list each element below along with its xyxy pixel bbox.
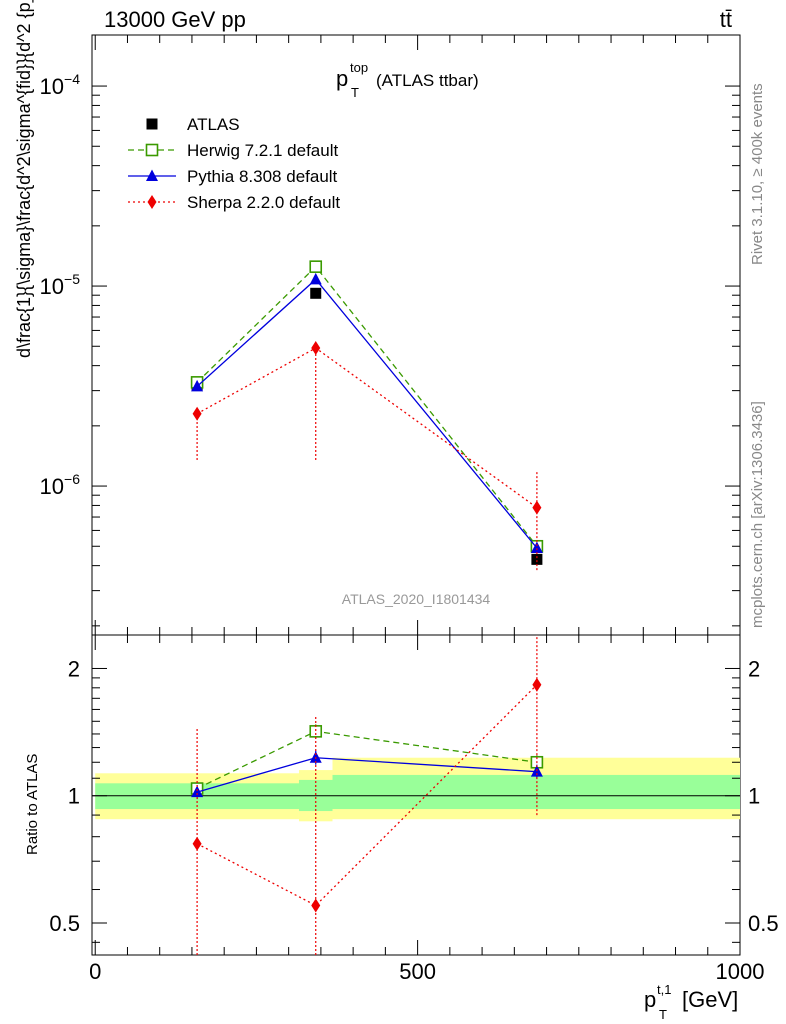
ratio-point-0 <box>309 725 323 738</box>
legend-label-herwig: Herwig 7.2.1 default <box>187 141 338 160</box>
plot-title: p top T (ATLAS ttbar) <box>336 60 479 100</box>
legend-label-pythia: Pythia 8.308 default <box>187 167 338 186</box>
ratio-point-1 <box>309 751 322 763</box>
x-axis-label: p t,1 T [GeV] <box>644 982 738 1022</box>
mcplots-label: mcplots.cern.ch [arXiv:1306.3436] <box>749 401 766 628</box>
main-series-line-1 <box>196 265 538 547</box>
svg-text:[GeV]: [GeV] <box>682 987 738 1012</box>
main-series-line-3 <box>196 347 538 509</box>
legend-marker-0 <box>146 118 158 130</box>
main-y-label: d\frac{1}{\sigma}\frac{d^2\sigma^{fid}}{… <box>14 0 35 358</box>
svg-text:(ATLAS ttbar): (ATLAS ttbar) <box>376 71 479 90</box>
svg-text:top: top <box>350 60 368 75</box>
svg-text:p: p <box>644 987 656 1012</box>
ratio-point-2 <box>311 898 321 913</box>
main-point-2 <box>191 379 204 392</box>
header-right: tt̄ <box>720 7 732 32</box>
ratio-y-tick-label-right: 0.5 <box>748 911 779 936</box>
main-y-tick-label: 10−6 <box>40 471 81 499</box>
main-point-2 <box>530 541 543 554</box>
chart-marks: 10−4 10−5 10−6 2 2 1 1 0.5 0.5 0 500 1000 <box>40 35 779 984</box>
main-series-line-2 <box>196 278 538 549</box>
main-point-3 <box>532 500 542 515</box>
ratio-y-label: Ratio to ATLAS <box>24 754 41 855</box>
legend-label-atlas: ATLAS <box>187 115 240 134</box>
ratio-point-2 <box>192 836 202 851</box>
x-tick-label: 1000 <box>716 959 765 984</box>
svg-text:t,1: t,1 <box>657 982 671 997</box>
main-point-2 <box>309 272 322 285</box>
x-tick-label: 0 <box>89 959 101 984</box>
header-left: 13000 GeV pp <box>104 7 246 32</box>
main-point-0 <box>531 553 543 565</box>
legend-marker-1 <box>145 143 159 157</box>
main-y-tick-label: 10−4 <box>40 71 81 99</box>
svg-text:p: p <box>336 66 348 91</box>
ratio-band-inner-2 <box>332 774 740 810</box>
ratio-y-tick-label: 0.5 <box>49 911 80 936</box>
analysis-watermark: ATLAS_2020_I1801434 <box>342 591 491 607</box>
svg-text:T: T <box>659 1007 667 1022</box>
main-point-3 <box>192 406 202 421</box>
x-tick-label: 500 <box>399 959 436 984</box>
ratio-y-tick-label: 2 <box>68 656 80 681</box>
legend: ATLAS Herwig 7.2.1 default Pythia 8.308 … <box>187 115 340 212</box>
svg-text:T: T <box>351 85 359 100</box>
rivet-label: Rivet 3.1.10, ≥ 400k events <box>749 83 766 265</box>
legend-marker-2 <box>146 169 158 181</box>
ratio-y-tick-label-right: 1 <box>748 784 760 809</box>
ratio-point-2 <box>532 677 542 692</box>
legend-label-sherpa: Sherpa 2.2.0 default <box>187 193 340 212</box>
main-point-3 <box>311 341 321 356</box>
legend-marker-3 <box>147 195 157 209</box>
ratio-y-tick-label-right: 2 <box>748 656 760 681</box>
main-point-0 <box>310 287 322 299</box>
ratio-y-tick-label: 1 <box>68 784 80 809</box>
main-y-tick-label: 10−5 <box>40 271 81 299</box>
ratio-point-1 <box>191 785 204 798</box>
main-point-1 <box>309 260 323 273</box>
